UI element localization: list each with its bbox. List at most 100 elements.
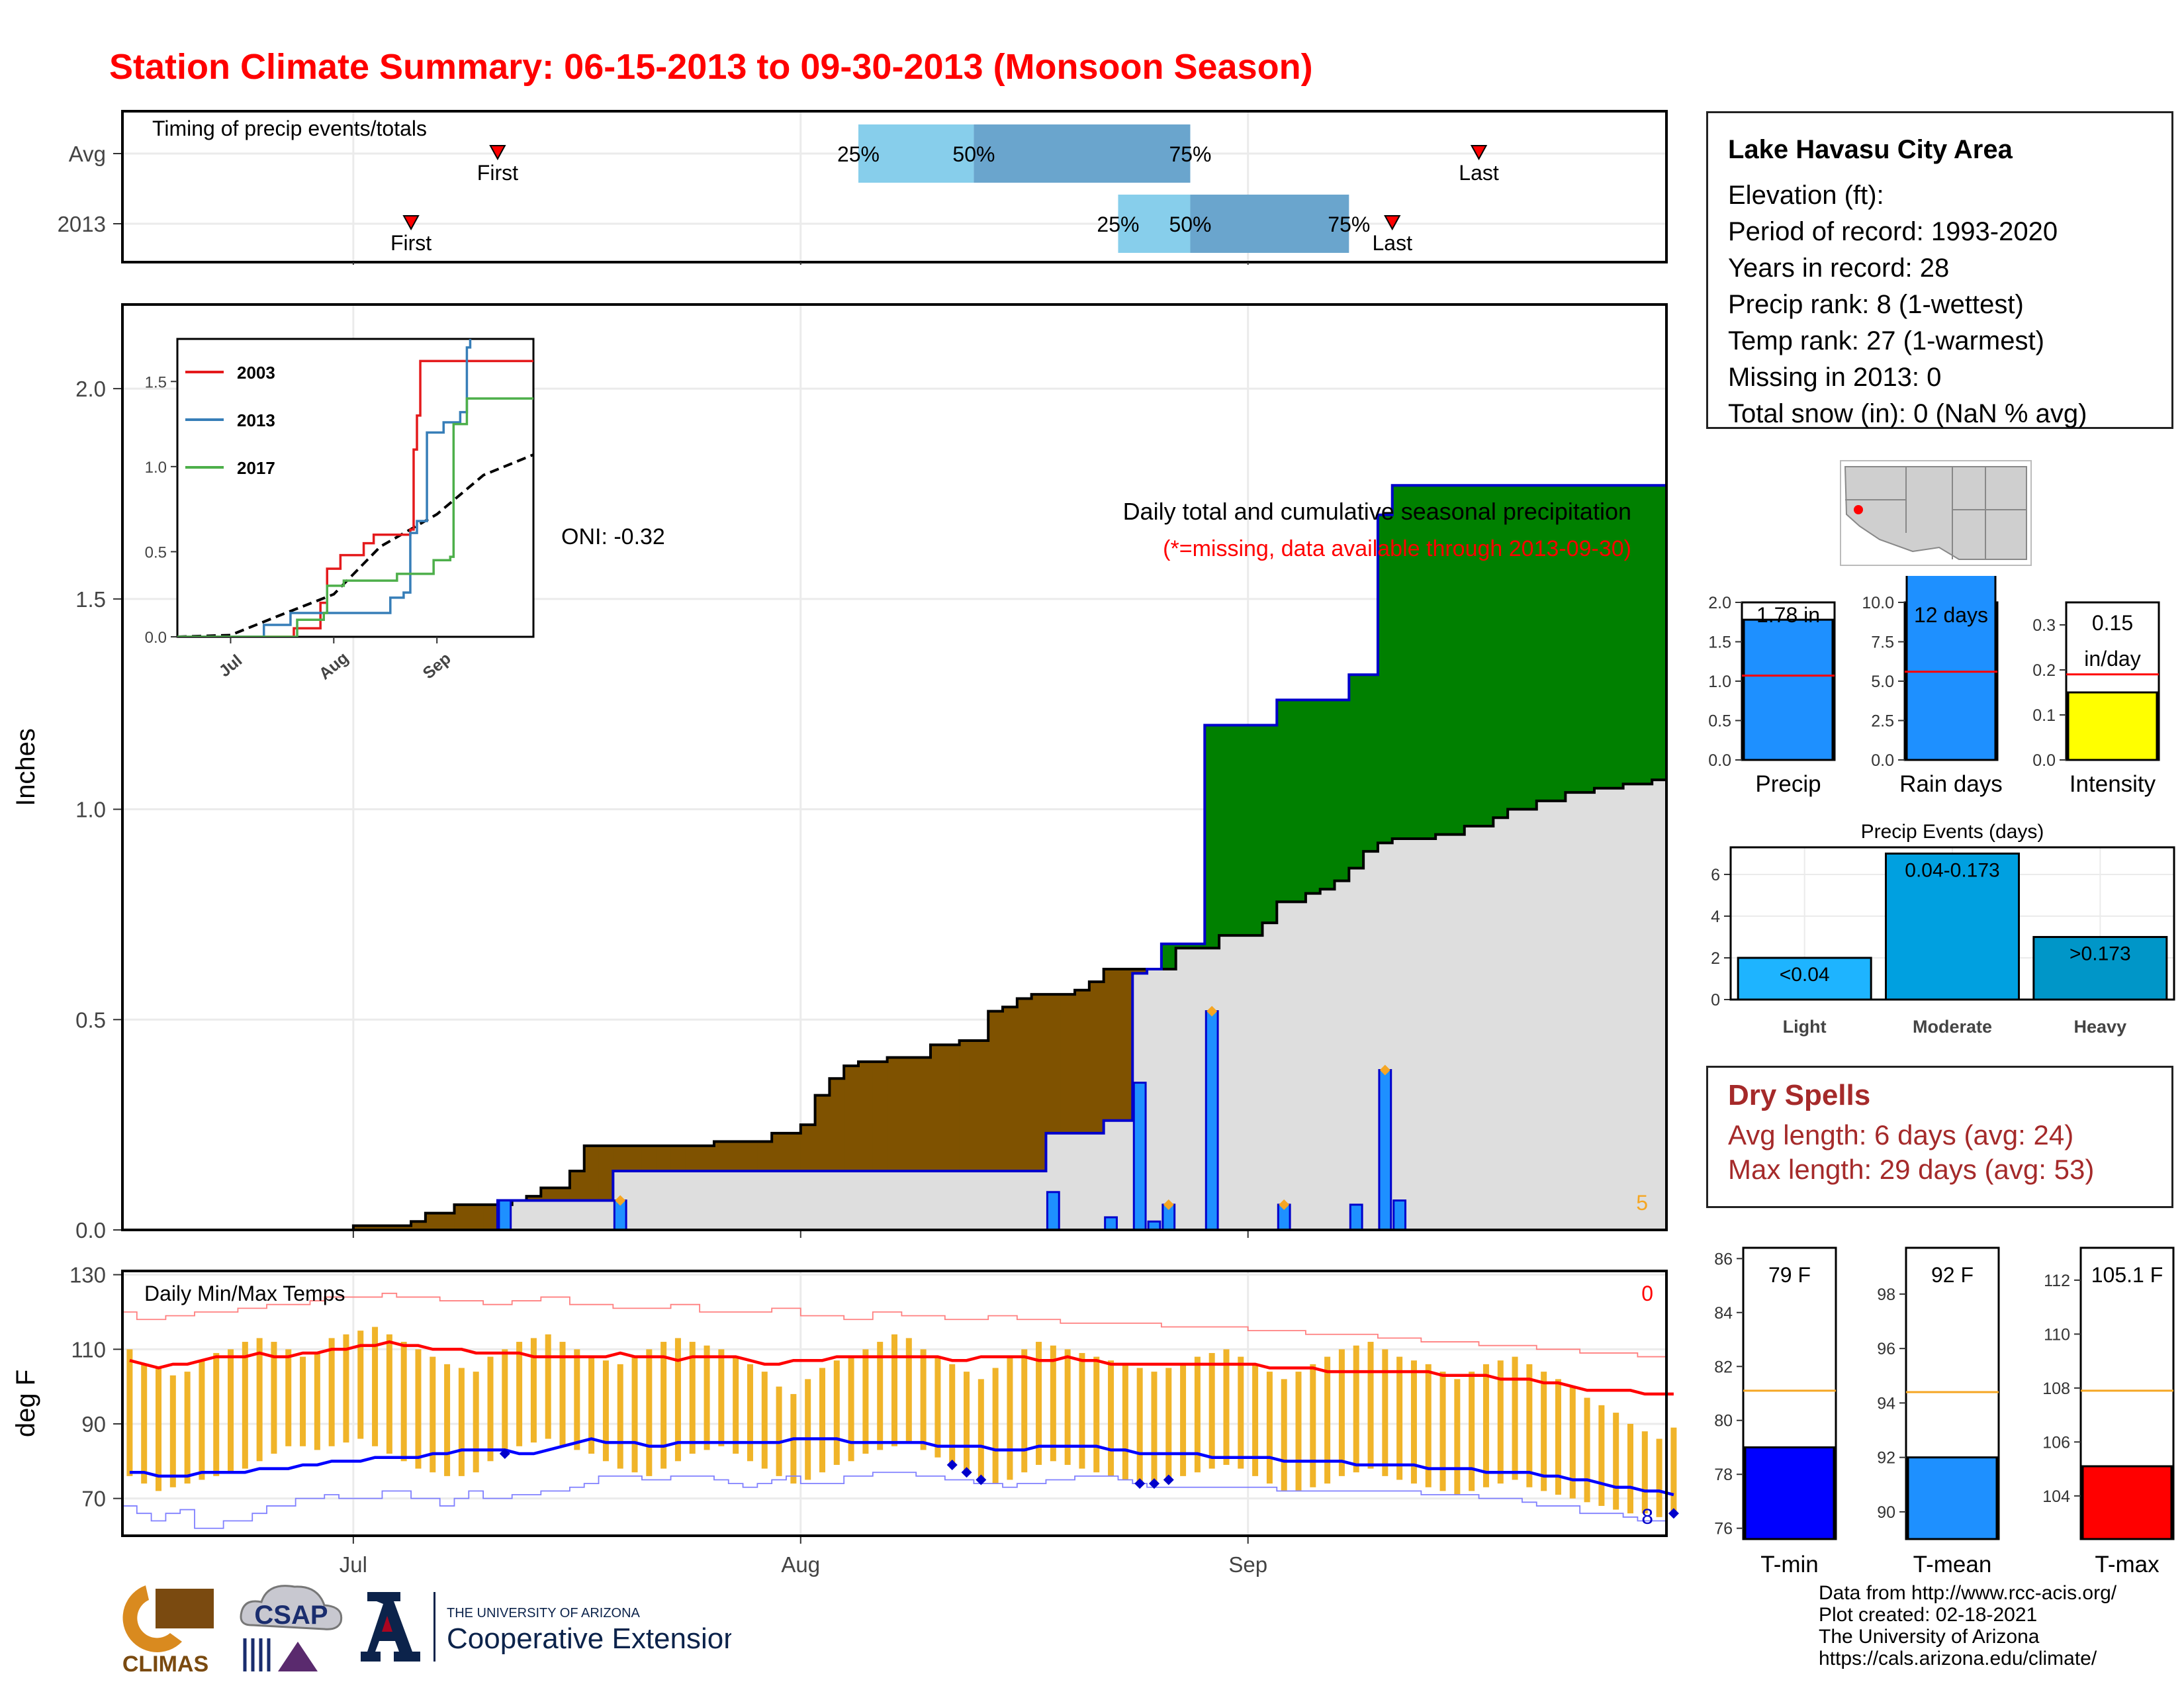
timing-first-label: First bbox=[477, 161, 518, 185]
daily-temp-range-bar bbox=[1526, 1364, 1533, 1487]
summary-ytick-label: 2.5 bbox=[1871, 712, 1894, 731]
below-avg-fill bbox=[367, 1225, 383, 1230]
above-avg-fill bbox=[1623, 485, 1638, 784]
credit-url: https://cals.arizona.edu/climate/ bbox=[1819, 1648, 2097, 1669]
daily-temp-range-bar bbox=[1367, 1342, 1374, 1469]
dry-spells-avg: Avg length: 6 days (avg: 24) bbox=[1728, 1119, 2074, 1150]
daily-temp-range-bar bbox=[1136, 1368, 1143, 1484]
below-avg-fill bbox=[1075, 990, 1090, 1133]
above-avg-fill bbox=[1594, 485, 1610, 788]
daily-temp-range-bar bbox=[992, 1368, 999, 1484]
ua-line2-text: Cooperative Extension bbox=[447, 1622, 731, 1655]
daily-temp-range-bar bbox=[877, 1342, 884, 1450]
temps-ytick-label: 90 bbox=[81, 1412, 106, 1436]
above-avg-fill bbox=[1580, 485, 1595, 793]
daily-temp-range-bar bbox=[516, 1342, 523, 1446]
above-avg-fill bbox=[1464, 485, 1480, 826]
below-avg-fill bbox=[1003, 1007, 1018, 1172]
below-avg-fill bbox=[439, 1213, 455, 1230]
summary-ytick-label: 76 bbox=[1714, 1520, 1733, 1538]
temps-xtick-label: Sep bbox=[1228, 1552, 1267, 1577]
daily-temp-range-bar bbox=[660, 1342, 667, 1469]
daily-temp-range-bar bbox=[1482, 1364, 1489, 1487]
summary-ytick-label: 78 bbox=[1714, 1466, 1733, 1484]
below-avg-fill bbox=[901, 1057, 917, 1172]
daily-temp-range-bar bbox=[1555, 1379, 1561, 1495]
timing-p50-label: 50% bbox=[1169, 212, 1211, 236]
below-avg-fill bbox=[541, 1188, 556, 1201]
below-avg-fill bbox=[670, 1145, 686, 1172]
above-avg-fill bbox=[1219, 725, 1234, 936]
below-avg-fill bbox=[1118, 969, 1133, 1121]
timing-p25-label: 25% bbox=[837, 142, 880, 166]
above-avg-fill bbox=[1522, 485, 1537, 810]
daily-temp-range-bar bbox=[213, 1352, 220, 1476]
daily-temp-range-bar bbox=[1613, 1413, 1619, 1510]
daily-temp-range-bar bbox=[285, 1349, 292, 1446]
csap-mountain-shape bbox=[278, 1642, 318, 1671]
credit-data-source: Data from http://www.rcc-acis.org/ bbox=[1819, 1582, 2117, 1604]
daily-temp-range-bar bbox=[1541, 1372, 1547, 1491]
summary-ytick-label: 2.0 bbox=[1708, 594, 1731, 612]
below-avg-fill bbox=[1060, 994, 1075, 1133]
daily-temp-range-bar bbox=[415, 1349, 422, 1469]
inset-avg-line bbox=[177, 453, 533, 637]
above-avg-fill bbox=[1349, 675, 1364, 868]
below-avg-fill bbox=[800, 1125, 816, 1172]
inset-ytick-label: 0.0 bbox=[145, 629, 167, 647]
daily-temp-range-bar bbox=[776, 1386, 782, 1476]
above-avg-fill bbox=[1508, 485, 1523, 810]
above-avg-fill bbox=[1435, 485, 1451, 835]
temps-ytick-label: 130 bbox=[69, 1263, 106, 1288]
summary-name-label: T-min bbox=[1760, 1552, 1819, 1577]
station-location-marker bbox=[1854, 505, 1863, 514]
climas-logo: CLIMAS bbox=[122, 1585, 214, 1677]
avg-min-line bbox=[129, 1437, 1674, 1497]
daily-temp-range-bar bbox=[588, 1356, 595, 1454]
summary-ytick-label: 1.5 bbox=[1708, 633, 1731, 652]
summary-rain-days-bar bbox=[1905, 576, 1997, 761]
precip-corner-value: 5 bbox=[1636, 1191, 1648, 1215]
temps-xtick-label: Aug bbox=[781, 1552, 820, 1577]
inset-ytick-label: 1.0 bbox=[145, 459, 167, 477]
summary-ytick-label: 98 bbox=[1877, 1286, 1895, 1304]
below-avg-fill bbox=[353, 1225, 369, 1230]
summary-precip-bar bbox=[1743, 618, 1834, 761]
page-title: Station Climate Summary: 06-15-2013 to 0… bbox=[109, 47, 1313, 87]
summary-ytick-label: 1.0 bbox=[1708, 673, 1731, 691]
summary-value-label: 12 days bbox=[1914, 603, 1988, 627]
daily-temp-range-bar bbox=[1295, 1372, 1302, 1491]
daily-temp-range-bar bbox=[1281, 1379, 1287, 1491]
summary-ytick-label: 0.2 bbox=[2032, 661, 2056, 680]
below-avg-fill bbox=[944, 1045, 960, 1172]
dry-spells-box: Dry Spells Avg length: 6 days (avg: 24) … bbox=[1706, 1066, 2173, 1208]
above-avg-fill bbox=[1175, 943, 1191, 949]
precip-subtitle: (*=missing, data available through 2013-… bbox=[1163, 536, 1631, 561]
temps-corner-bottom: 8 bbox=[1641, 1505, 1653, 1528]
events-category-label: Light bbox=[1783, 1017, 1827, 1037]
daily-temp-range-bar bbox=[372, 1327, 379, 1446]
summary-t-min-bar bbox=[1744, 1446, 1835, 1540]
daily-temp-range-bar bbox=[1396, 1356, 1403, 1480]
inset-ytick-label: 1.5 bbox=[145, 373, 167, 391]
ua-extension-logo: THE UNIVERSITY OF ARIZONA Cooperative Ex… bbox=[361, 1592, 731, 1662]
above-avg-fill bbox=[1334, 700, 1349, 881]
events-value-label: <0.04 bbox=[1780, 964, 1830, 986]
daily-temp-range-bar bbox=[949, 1364, 956, 1465]
daily-temp-range-bar bbox=[617, 1364, 623, 1469]
station-info-box: Lake Havasu City Area Elevation (ft): Pe… bbox=[1706, 111, 2173, 429]
below-avg-fill bbox=[1031, 994, 1047, 1172]
dry-spells-title: Dry Spells bbox=[1728, 1079, 1871, 1111]
record-min-line bbox=[122, 1472, 1667, 1529]
summary-t-max-bar bbox=[2081, 1465, 2173, 1540]
below-avg-fill bbox=[844, 1066, 859, 1172]
daily-temp-range-bar bbox=[357, 1331, 364, 1439]
timing-first-marker bbox=[402, 215, 420, 231]
summary-ytick-label: 0.0 bbox=[1871, 751, 1894, 770]
precip-summary-chart: 0.0 0.5 1.0 1.5 2.0 1.78 in Precip 0.0 2.5 5.0 7.5… bbox=[1708, 576, 2160, 797]
summary-ytick-label: 86 bbox=[1714, 1250, 1733, 1268]
daily-temp-range-bar bbox=[169, 1375, 176, 1487]
summary-ytick-label: 0.0 bbox=[1708, 751, 1731, 770]
daily-temp-range-bar bbox=[271, 1342, 277, 1454]
daily-temp-range-bar bbox=[473, 1372, 479, 1473]
